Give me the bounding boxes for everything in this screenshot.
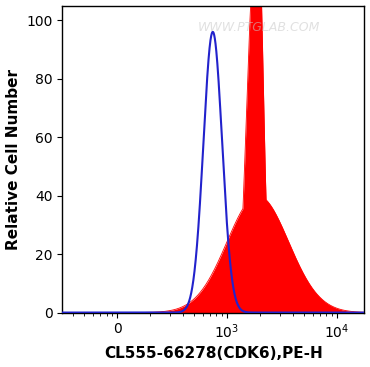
Text: WWW.PTGLAB.COM: WWW.PTGLAB.COM [198,21,320,33]
X-axis label: CL555-66278(CDK6),PE-H: CL555-66278(CDK6),PE-H [104,346,323,361]
Y-axis label: Relative Cell Number: Relative Cell Number [6,69,21,250]
